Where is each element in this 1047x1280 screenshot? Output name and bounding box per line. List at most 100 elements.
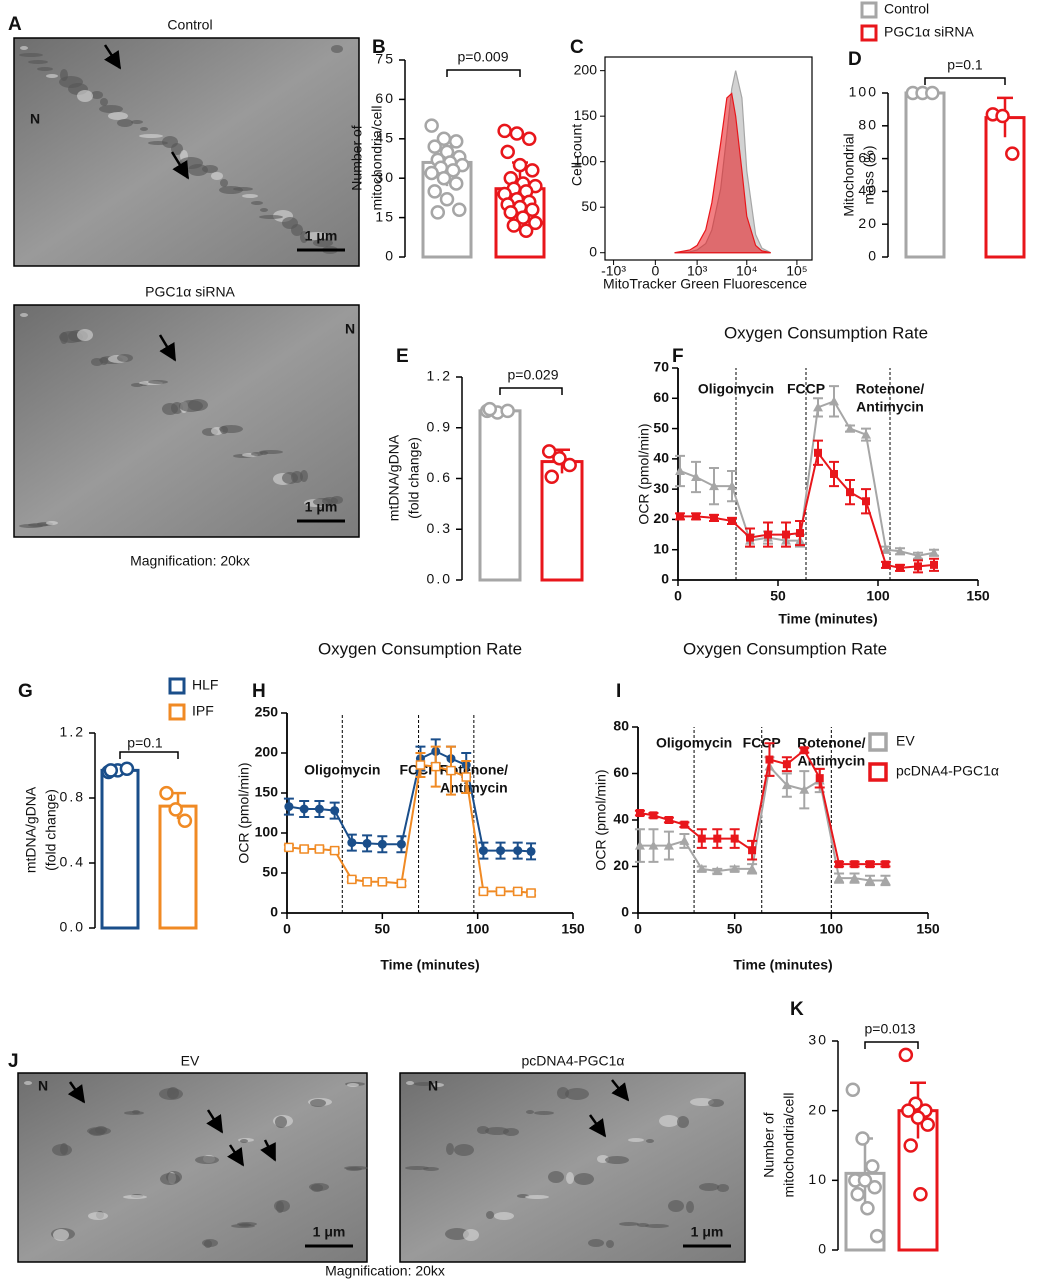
annotation: Oligomycin: [656, 735, 732, 751]
organelle: [485, 1127, 509, 1135]
data-point: [796, 529, 804, 538]
panel-label: E: [396, 346, 409, 367]
significance-bracket: [499, 387, 563, 395]
data-point: [680, 820, 689, 829]
y-tick-label: 0.0: [60, 919, 85, 935]
scale-label: 1 μm: [305, 499, 338, 515]
y-tick-label: 30: [375, 169, 395, 185]
y-tick-label: 0.9: [427, 418, 452, 434]
arrow: [588, 1114, 607, 1138]
data-point: [663, 840, 674, 850]
y-tick-label: 0.0: [427, 571, 452, 587]
micrograph: [17, 1072, 368, 1263]
arrow: [227, 1144, 245, 1167]
organelle: [565, 1088, 589, 1100]
data-point: [496, 846, 506, 856]
legend-label: PGC1α siRNA: [884, 24, 974, 40]
data-point: [834, 873, 845, 883]
data-point: [314, 844, 325, 854]
y-tick-label: 50: [262, 864, 278, 880]
panel-label: I: [616, 681, 621, 702]
y-tick-label: 15: [375, 208, 395, 224]
organelle: [606, 1240, 614, 1248]
y-tick-label: 200: [255, 744, 279, 760]
chart-title: Oxygen Consumption Rate: [724, 323, 928, 342]
data-point: [730, 834, 739, 843]
series-line: [288, 750, 532, 853]
x-tick-label: 50: [770, 588, 786, 604]
x-tick-label: 50: [727, 921, 743, 937]
data-point: [347, 838, 357, 848]
data-point: [430, 761, 441, 772]
data-point: [478, 846, 488, 856]
p-value: p=0.1: [947, 57, 983, 73]
data-point: [728, 516, 736, 525]
y-tick-label: 60: [375, 90, 395, 106]
data-point: [448, 176, 464, 191]
legend-label: EV: [896, 733, 915, 749]
organelle: [77, 90, 93, 102]
annotation: Oligomycin: [304, 762, 380, 778]
organelle: [588, 1239, 604, 1247]
y-tick-label: 1.2: [427, 368, 452, 384]
organelle: [304, 232, 328, 240]
micrograph: [13, 304, 360, 538]
data-point: [675, 465, 685, 475]
organelle: [605, 1156, 629, 1164]
x-tick-label: 0: [283, 921, 291, 937]
arrow: [103, 44, 122, 70]
y-tick-label: 40: [858, 182, 878, 198]
series-line: [639, 764, 886, 882]
data-point: [396, 839, 406, 849]
data-point: [866, 860, 874, 869]
data-point: [664, 816, 673, 824]
organelle: [211, 172, 223, 180]
y-tick-label: 50: [581, 198, 597, 214]
organelle: [534, 1111, 554, 1115]
data-point: [901, 1103, 916, 1118]
organelle: [677, 1116, 689, 1128]
y-axis-label: Cell count: [569, 124, 585, 186]
data-point: [925, 85, 940, 101]
data-point: [830, 470, 838, 478]
organelle: [445, 1228, 469, 1240]
data-point: [415, 760, 426, 770]
data-point: [920, 1117, 935, 1132]
legend-label: IPF: [192, 703, 214, 719]
y-axis-label: mtDNA/gDNA: [386, 434, 402, 521]
legend-label: HLF: [192, 677, 218, 693]
caption: Magnification: 20kx: [325, 1263, 445, 1279]
data-point: [813, 402, 823, 412]
scale-label: 1 μm: [305, 228, 338, 244]
image-title: pcDNA4-PGC1α: [521, 1053, 624, 1069]
x-tick-label: 10³: [687, 263, 708, 279]
arrow: [206, 1109, 224, 1134]
organelle: [548, 1171, 564, 1183]
panel-label: K: [790, 999, 804, 1020]
organelle: [645, 1224, 669, 1228]
y-tick-label: 0: [270, 904, 278, 920]
organelle: [313, 239, 333, 247]
data-point: [299, 804, 309, 814]
data-point: [541, 444, 557, 459]
data-point: [882, 560, 890, 569]
organelle: [311, 1184, 323, 1192]
organelle: [423, 1167, 439, 1171]
image-title: Control: [167, 17, 212, 33]
data-point: [314, 804, 324, 814]
data-point: [835, 860, 844, 869]
data-point: [747, 863, 758, 873]
organelle: [160, 1173, 180, 1185]
organelle: [240, 1139, 248, 1143]
scale-label: 1 μm: [313, 1224, 346, 1240]
nucleus-label: N: [38, 1078, 48, 1094]
axes: [286, 713, 573, 914]
organelle: [148, 380, 168, 384]
organelle: [646, 1139, 654, 1143]
organelle: [300, 470, 308, 482]
organelle: [486, 1211, 494, 1219]
organelle: [717, 1184, 729, 1192]
series-line: [679, 400, 935, 557]
organelle: [88, 1212, 108, 1220]
data-point: [544, 469, 560, 485]
